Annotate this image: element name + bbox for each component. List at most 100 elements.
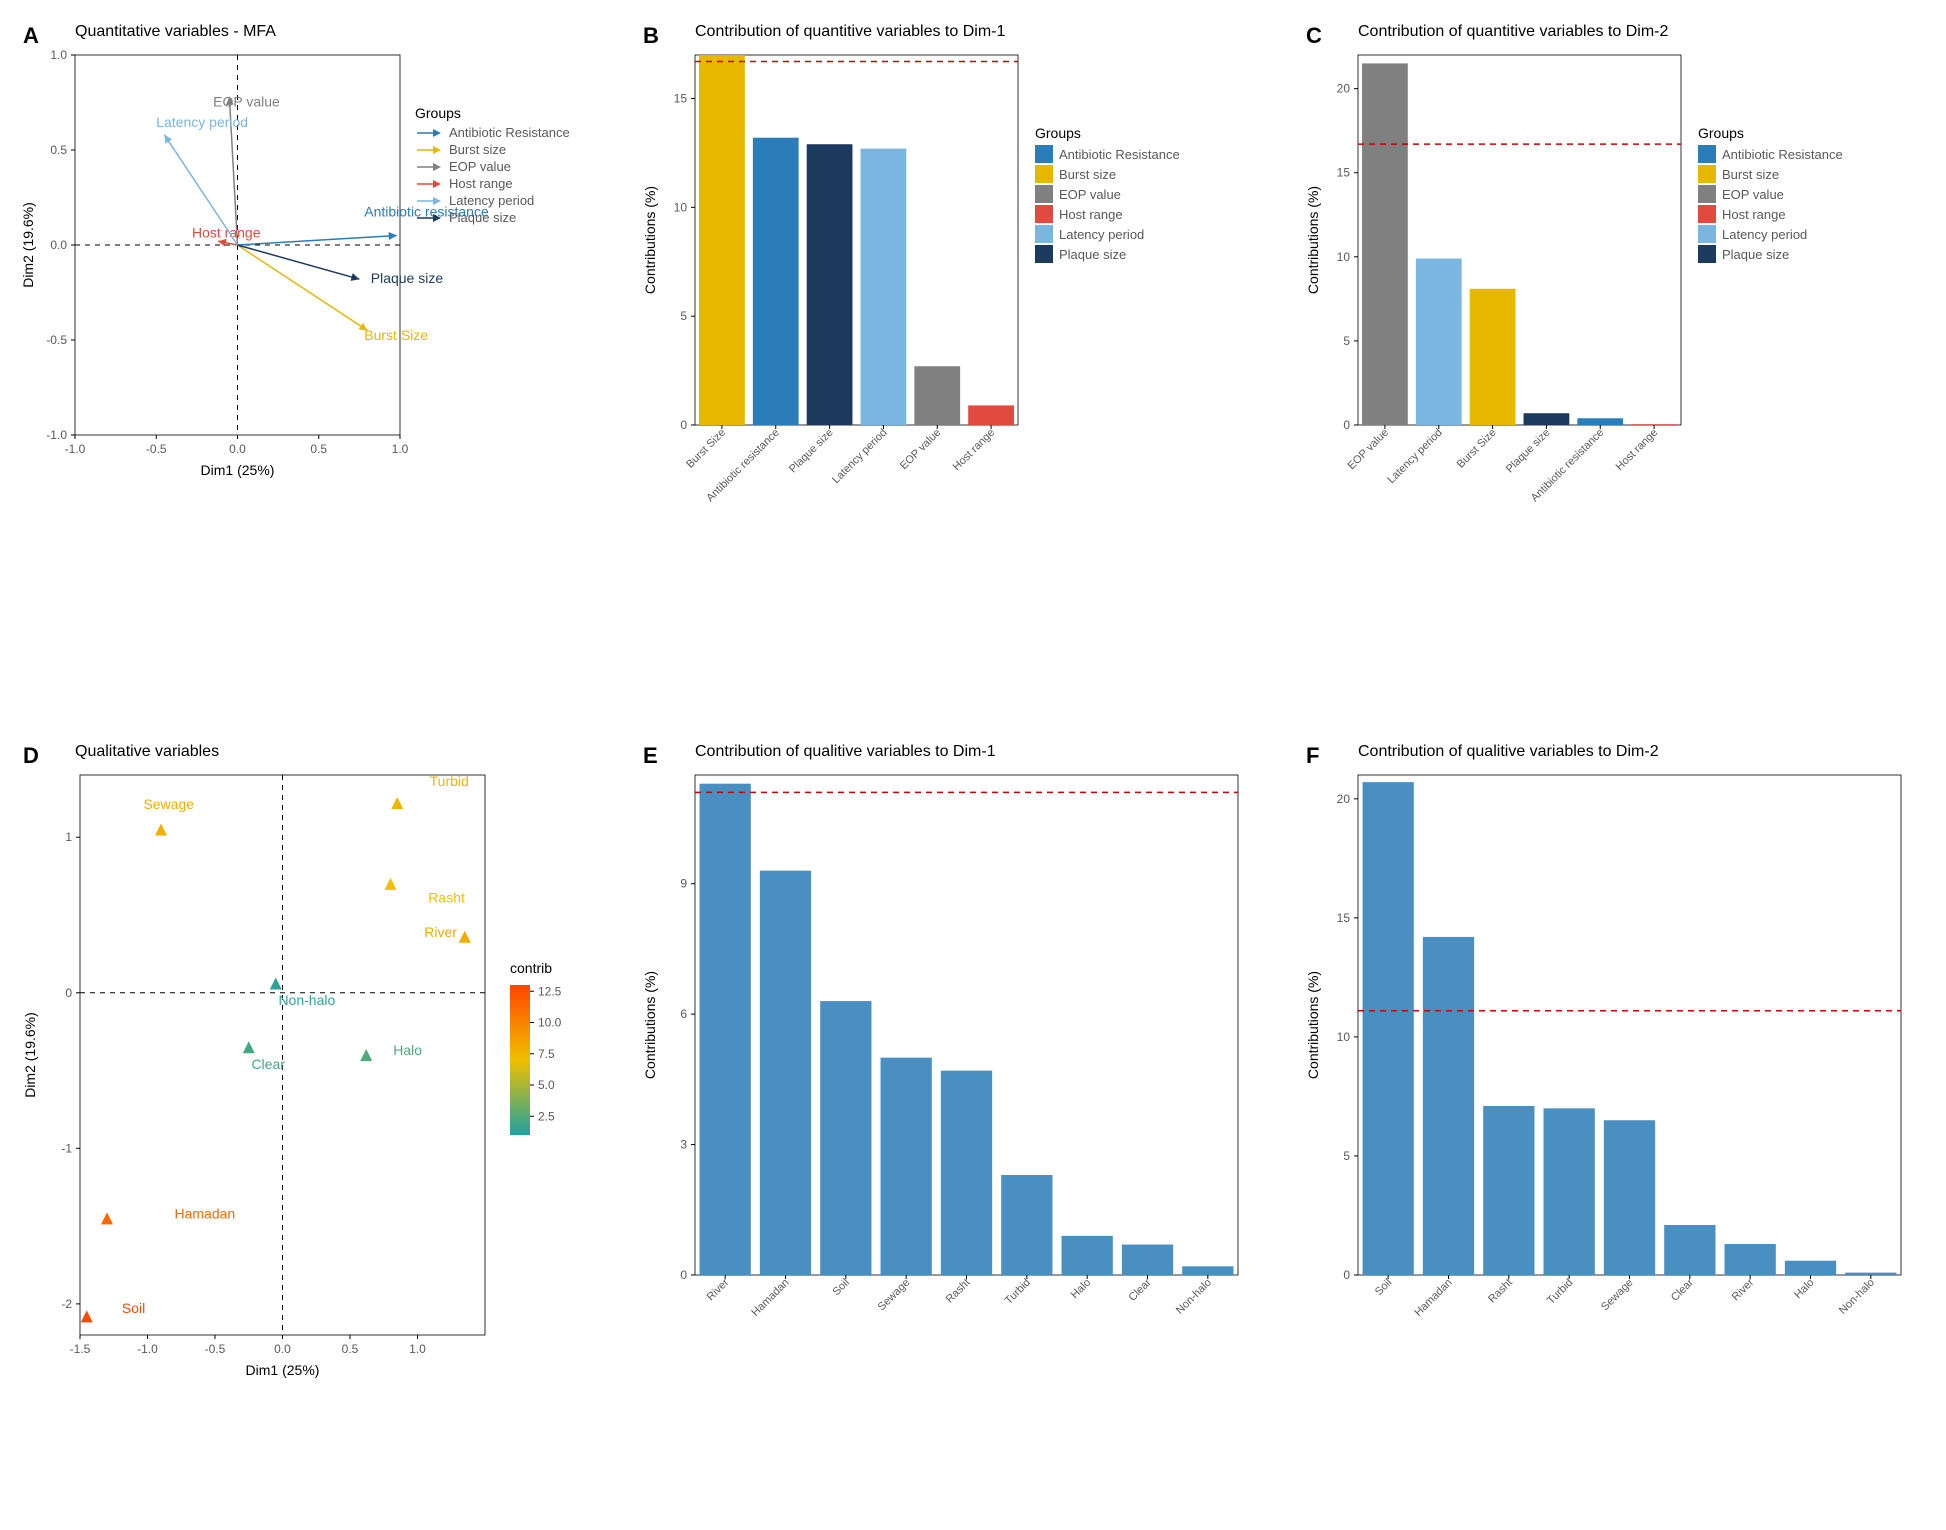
svg-text:Sewage: Sewage (143, 796, 194, 812)
panel-f-svg: 05101520Contributions (%)SoilHamadanRash… (1298, 765, 1946, 1385)
svg-text:Hamadan: Hamadan (749, 1277, 791, 1319)
svg-text:Hamadan: Hamadan (1412, 1277, 1454, 1319)
svg-text:Latency period: Latency period (830, 427, 890, 487)
svg-text:0: 0 (680, 418, 687, 432)
panel-f: F Contribution of qualitive variables to… (1298, 735, 1946, 1515)
svg-text:Halo: Halo (393, 1042, 422, 1058)
svg-text:Latency period: Latency period (156, 114, 248, 130)
svg-text:Host range: Host range (192, 224, 261, 240)
svg-text:7.5: 7.5 (538, 1047, 555, 1061)
svg-text:1.0: 1.0 (50, 48, 67, 62)
svg-text:Sewage: Sewage (1599, 1277, 1636, 1314)
svg-text:0: 0 (1343, 418, 1350, 432)
svg-text:5.0: 5.0 (538, 1078, 555, 1092)
svg-text:Clear: Clear (251, 1056, 285, 1072)
svg-text:-0.5: -0.5 (46, 333, 67, 347)
svg-text:0: 0 (65, 986, 72, 1000)
svg-text:Host range: Host range (951, 427, 998, 474)
svg-text:20: 20 (1337, 792, 1351, 806)
svg-text:Burst Size: Burst Size (1455, 427, 1499, 471)
svg-text:Dim2 (19.6%): Dim2 (19.6%) (22, 1012, 38, 1098)
svg-text:0.0: 0.0 (229, 442, 246, 456)
svg-text:Rasht: Rasht (428, 890, 465, 906)
svg-text:Rasht: Rasht (1486, 1277, 1515, 1306)
svg-text:0: 0 (680, 1268, 687, 1282)
svg-text:Latency period: Latency period (1385, 427, 1445, 487)
panel-f-title: Contribution of qualitive variables to D… (1358, 743, 1946, 761)
panel-b-svg: 051015Contributions (%)Burst SizeAntibio… (635, 45, 1298, 535)
svg-text:15: 15 (1337, 911, 1351, 925)
svg-text:Sewage: Sewage (876, 1277, 913, 1314)
svg-text:Dim1 (25%): Dim1 (25%) (201, 462, 275, 478)
svg-text:EOP value: EOP value (213, 93, 280, 109)
panel-d-svg: -1.5-1.0-0.50.00.51.0-2-101Dim1 (25%)Dim… (15, 765, 635, 1385)
panel-d: D Qualitative variables -1.5-1.0-0.50.00… (15, 735, 635, 1515)
svg-text:5: 5 (1343, 1149, 1350, 1163)
panel-c: C Contribution of quantitive variables t… (1298, 15, 1946, 735)
svg-text:10.0: 10.0 (538, 1016, 562, 1030)
svg-text:0.0: 0.0 (50, 238, 67, 252)
svg-text:Dim1 (25%): Dim1 (25%) (246, 1362, 320, 1378)
svg-text:EOP value: EOP value (898, 427, 944, 473)
svg-text:12.5: 12.5 (538, 984, 562, 998)
panel-a-legend: GroupsAntibiotic ResistanceBurst sizeEOP… (415, 105, 570, 227)
panel-b-title: Contribution of quantitive variables to … (695, 23, 1298, 41)
svg-text:0.5: 0.5 (310, 442, 327, 456)
panel-d-title: Qualitative variables (75, 743, 635, 761)
svg-text:10: 10 (674, 200, 688, 214)
svg-text:Plaque size: Plaque size (371, 270, 444, 286)
svg-text:3: 3 (680, 1138, 687, 1152)
svg-text:Non-halo: Non-halo (1837, 1277, 1877, 1317)
panel-e-svg: 0 3 6 9 Contributions (%) River Hamadan Soil Sew… (635, 765, 1298, 1385)
svg-text:Rasht: Rasht (944, 1277, 973, 1306)
svg-text:Turbid: Turbid (1545, 1277, 1575, 1307)
panel-a: A Quantitative variables - MFA -1.0-1.0-… (15, 15, 635, 735)
svg-text:River: River (424, 924, 457, 940)
svg-text:Plaque size: Plaque size (1504, 427, 1553, 476)
svg-text:Soil: Soil (830, 1277, 851, 1298)
svg-text:Contributions (%): Contributions (%) (642, 971, 658, 1079)
svg-text:6: 6 (680, 1007, 687, 1021)
svg-text:Contributions (%): Contributions (%) (642, 186, 658, 294)
svg-text:EOP value: EOP value (1346, 427, 1392, 473)
svg-text:Halo: Halo (1069, 1277, 1093, 1301)
svg-text:1.0: 1.0 (392, 442, 409, 456)
svg-text:10: 10 (1337, 250, 1351, 264)
svg-text:Plaque size: Plaque size (787, 427, 836, 476)
panel-c-svg: 05101520Contributions (%)EOP valueLatenc… (1298, 45, 1946, 535)
svg-text:Hamadan: Hamadan (175, 1205, 236, 1221)
svg-text:0.5: 0.5 (342, 1342, 359, 1356)
svg-text:River: River (705, 1276, 732, 1303)
svg-text:Clear: Clear (1669, 1276, 1696, 1303)
svg-text:Halo: Halo (1792, 1277, 1816, 1301)
svg-text:Contributions (%): Contributions (%) (1305, 971, 1321, 1079)
panel-c-legend: GroupsAntibiotic ResistanceBurst sizeEOP… (1698, 125, 1843, 265)
svg-text:5: 5 (680, 309, 687, 323)
svg-text:1: 1 (65, 830, 72, 844)
svg-text:-1.5: -1.5 (70, 1342, 91, 1356)
figure-grid: A Quantitative variables - MFA -1.0-1.0-… (15, 15, 1931, 1515)
svg-text:2.5: 2.5 (538, 1109, 555, 1123)
svg-text:Burst Size: Burst Size (684, 427, 728, 471)
svg-text:contrib: contrib (510, 960, 552, 976)
svg-text:9: 9 (680, 877, 687, 891)
svg-text:1.0: 1.0 (409, 1342, 426, 1356)
svg-text:-1: -1 (61, 1141, 72, 1155)
panel-a-title: Quantitative variables - MFA (75, 23, 635, 41)
svg-text:Burst Size: Burst Size (364, 327, 428, 343)
svg-text:Contributions (%): Contributions (%) (1305, 186, 1321, 294)
svg-text:15: 15 (1337, 166, 1351, 180)
svg-text:-1.0: -1.0 (46, 428, 67, 442)
svg-text:10: 10 (1337, 1030, 1351, 1044)
svg-text:-1.0: -1.0 (137, 1342, 158, 1356)
svg-text:Turbid: Turbid (430, 773, 469, 789)
panel-b-legend: GroupsAntibiotic ResistanceBurst sizeEOP… (1035, 125, 1180, 265)
svg-text:-2: -2 (61, 1297, 72, 1311)
svg-text:Host range: Host range (1614, 427, 1661, 474)
svg-text:15: 15 (674, 92, 688, 106)
svg-text:Dim2 (19.6%): Dim2 (19.6%) (20, 202, 36, 288)
svg-text:0: 0 (1343, 1268, 1350, 1282)
svg-text:0.0: 0.0 (274, 1342, 291, 1356)
panel-c-title: Contribution of quantitive variables to … (1358, 23, 1946, 41)
panel-e-title: Contribution of qualitive variables to D… (695, 743, 1298, 761)
